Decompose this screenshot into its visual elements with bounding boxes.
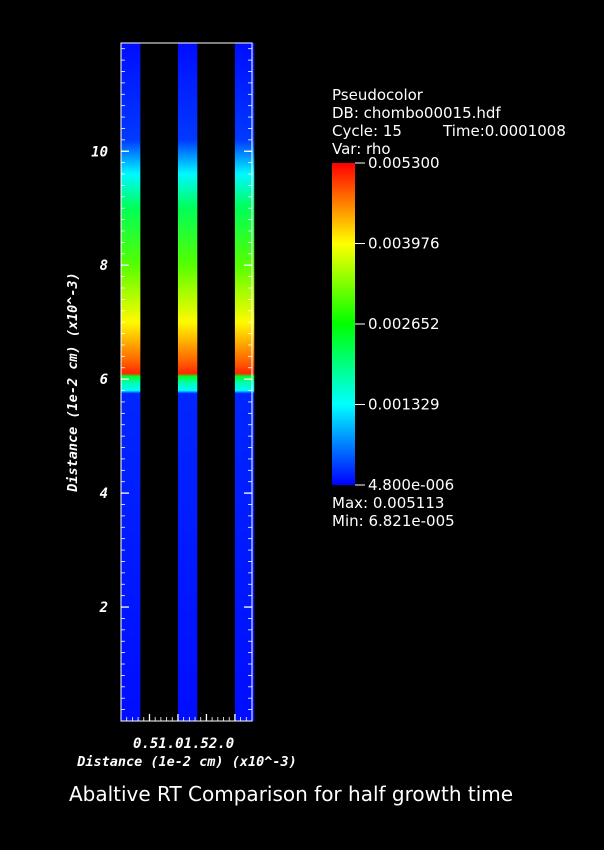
y-tick-label: 8 bbox=[100, 258, 108, 274]
colorbar bbox=[332, 163, 355, 485]
colorbar-tick-label: 0.002652 bbox=[368, 315, 440, 333]
y-tick-label: 2 bbox=[99, 600, 108, 616]
density-panel-2 bbox=[177, 43, 198, 721]
legend-variable: Var: rho bbox=[332, 140, 391, 158]
x-tick-labels: 0.51.01.52.0 bbox=[133, 736, 234, 752]
density-panel-3 bbox=[234, 43, 255, 721]
plot-title: Abaltive RT Comparison for half growth t… bbox=[68, 782, 514, 806]
colorbar-tick-label: 4.800e-006 bbox=[368, 476, 454, 494]
legend-max: Max: 0.005113 bbox=[332, 494, 445, 512]
y-tick-label: 6 bbox=[100, 372, 108, 388]
legend-plot-type: Pseudocolor bbox=[332, 86, 423, 104]
colorbar-tick-label: 0.003976 bbox=[368, 235, 440, 253]
y-tick-label: 10 bbox=[91, 144, 108, 160]
density-panel-1 bbox=[121, 43, 141, 721]
x-axis-label: Distance (1e-2 cm) (x10^-3) bbox=[76, 754, 296, 770]
legend-database: DB: chombo00015.hdf bbox=[332, 104, 501, 122]
legend-time: Time:0.0001008 bbox=[443, 122, 566, 140]
plot-frame bbox=[120, 42, 253, 722]
colorbar-tick-label: 0.005300 bbox=[368, 154, 440, 172]
legend-cycle: Cycle: 15 bbox=[332, 122, 402, 140]
y-tick-label: 4 bbox=[100, 486, 108, 502]
colorbar-tick-label: 0.001329 bbox=[368, 396, 440, 414]
y-axis-label: Distance (1e-2 cm) (x10^-3) bbox=[65, 272, 81, 492]
legend-min: Min: 6.821e-005 bbox=[332, 512, 455, 530]
